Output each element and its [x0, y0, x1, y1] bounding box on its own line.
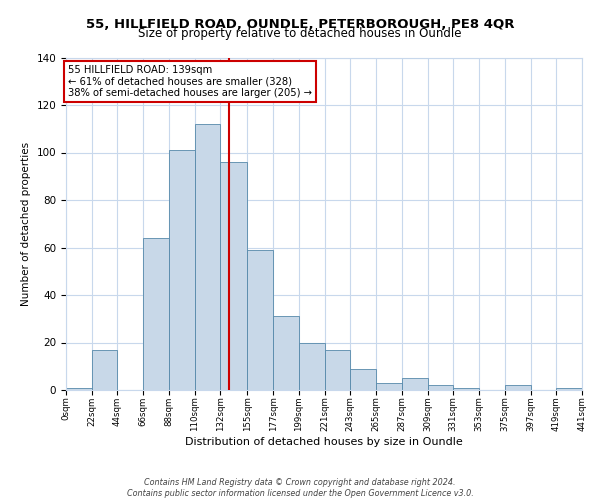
Bar: [92, 350, 118, 390]
Bar: [169, 150, 195, 390]
Bar: [350, 368, 376, 390]
Bar: [428, 385, 453, 390]
Text: Contains HM Land Registry data © Crown copyright and database right 2024.
Contai: Contains HM Land Registry data © Crown c…: [127, 478, 473, 498]
Bar: [143, 238, 169, 390]
Bar: [299, 342, 325, 390]
Bar: [66, 388, 92, 390]
Bar: [453, 388, 479, 390]
Bar: [376, 383, 402, 390]
Bar: [195, 124, 220, 390]
Text: 55 HILLFIELD ROAD: 139sqm
← 61% of detached houses are smaller (328)
38% of semi: 55 HILLFIELD ROAD: 139sqm ← 61% of detac…: [68, 64, 313, 98]
Text: Size of property relative to detached houses in Oundle: Size of property relative to detached ho…: [138, 28, 462, 40]
Bar: [273, 316, 299, 390]
Bar: [556, 388, 582, 390]
Text: 55, HILLFIELD ROAD, OUNDLE, PETERBOROUGH, PE8 4QR: 55, HILLFIELD ROAD, OUNDLE, PETERBOROUGH…: [86, 18, 514, 30]
Bar: [247, 250, 273, 390]
Bar: [402, 378, 428, 390]
Y-axis label: Number of detached properties: Number of detached properties: [21, 142, 31, 306]
Bar: [220, 162, 247, 390]
Bar: [505, 385, 530, 390]
X-axis label: Distribution of detached houses by size in Oundle: Distribution of detached houses by size …: [185, 436, 463, 446]
Bar: [325, 350, 350, 390]
